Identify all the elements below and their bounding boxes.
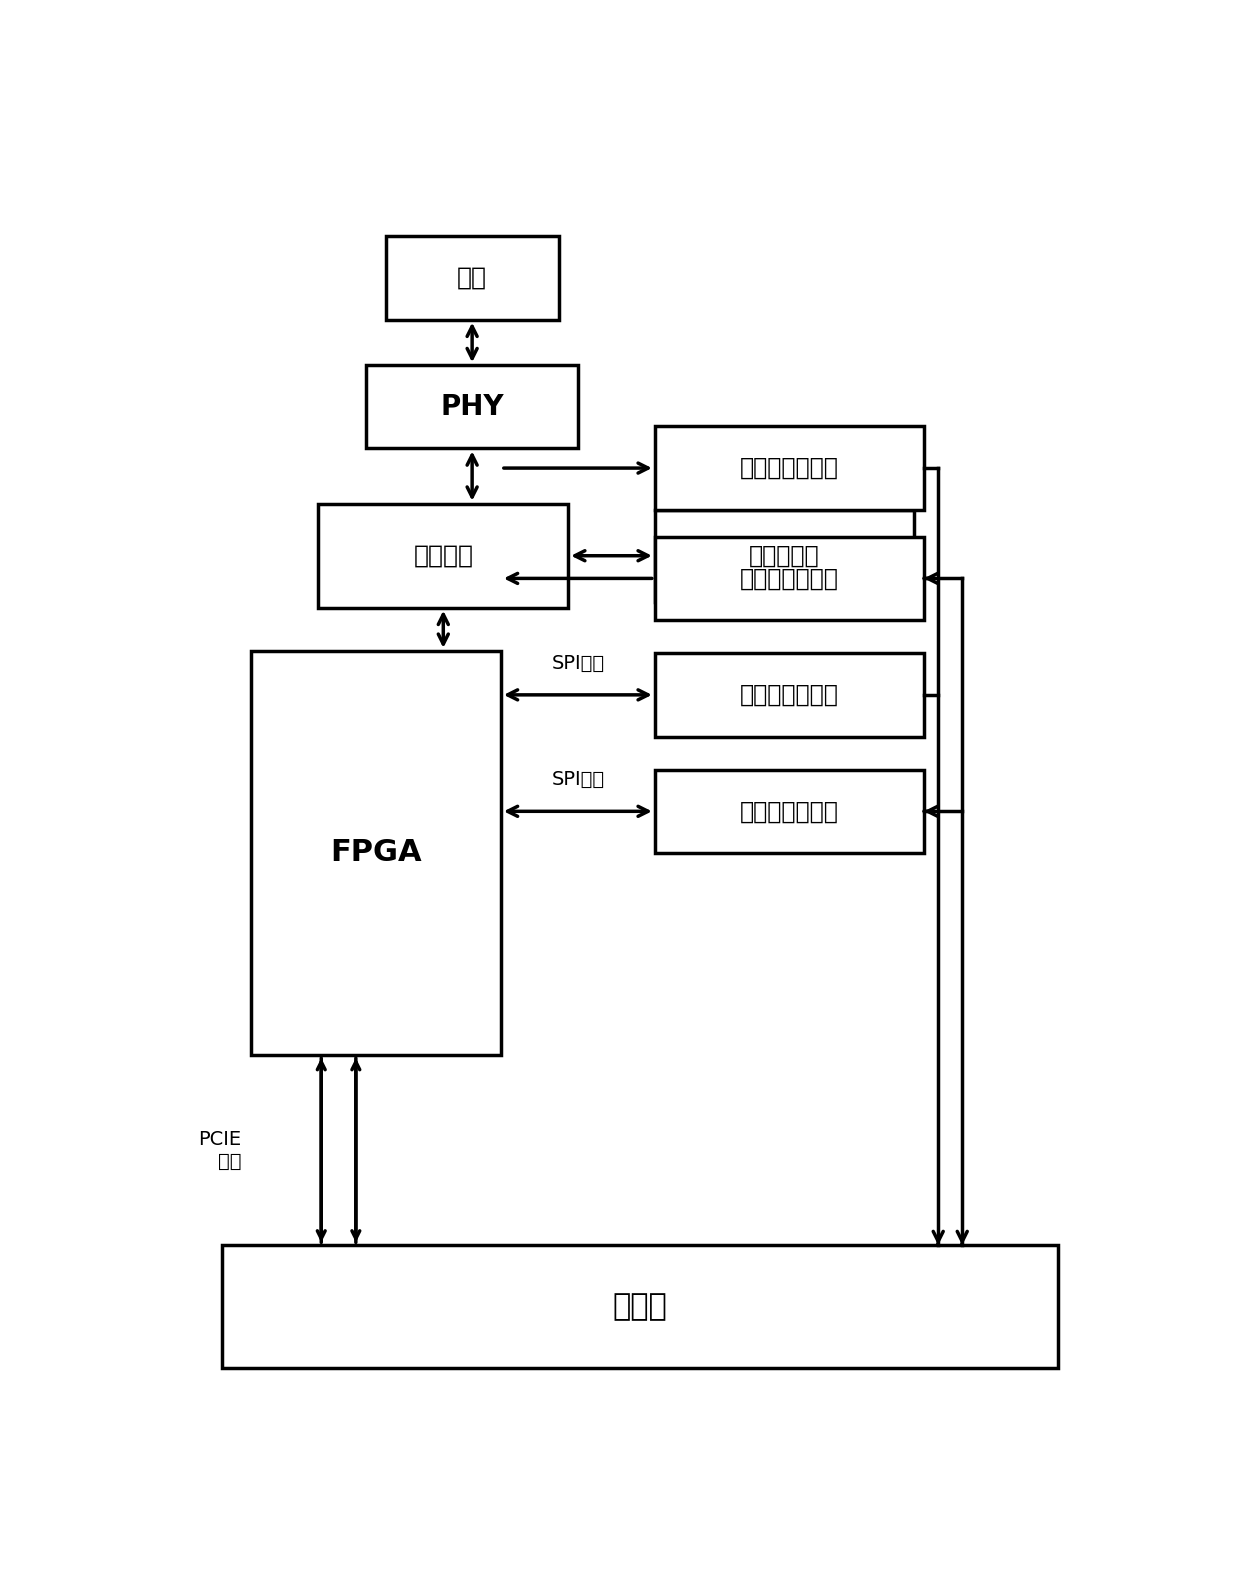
Text: 微控制器: 微控制器 [413,544,474,568]
Bar [386,236,558,320]
Text: PHY: PHY [440,393,503,420]
Bar [655,653,924,737]
Bar [319,503,568,608]
Text: FPGA: FPGA [330,839,422,868]
Bar [367,365,578,449]
Text: SPI总线: SPI总线 [552,771,604,790]
Text: 数字量输出单元: 数字量输出单元 [740,455,838,481]
Bar [655,427,924,509]
Text: PCIE
总线: PCIE 总线 [198,1130,242,1170]
Bar [222,1245,1058,1368]
Bar [655,509,914,602]
Bar [655,769,924,853]
Text: 模拟量输出单元: 模拟量输出单元 [740,683,838,707]
Text: 连接器: 连接器 [613,1293,667,1321]
Bar [655,537,924,619]
Text: 数字量输入单元: 数字量输入单元 [740,567,838,591]
Text: 存储器单元: 存储器单元 [749,544,820,568]
Text: 网门: 网门 [458,266,487,290]
Text: 模拟量输入单元: 模拟量输入单元 [740,799,838,823]
Text: SPI总线: SPI总线 [552,654,604,673]
Bar [250,651,501,1055]
